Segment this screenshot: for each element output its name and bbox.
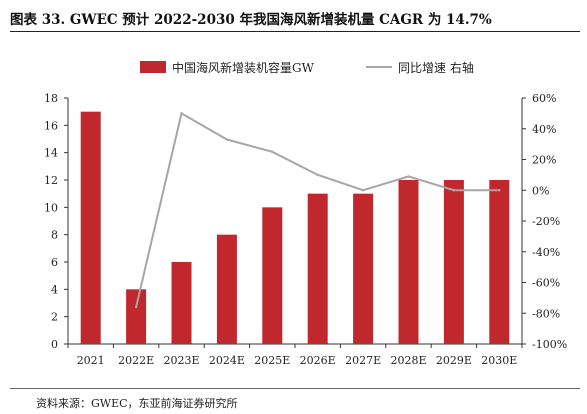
bar — [443, 180, 464, 344]
x-tick-label: 2023E — [163, 354, 199, 367]
bar — [398, 180, 419, 344]
left-tick-label: 2 — [51, 311, 58, 324]
legend-bar-swatch — [140, 61, 166, 73]
left-tick-label: 12 — [44, 174, 58, 187]
right-tick-label: -100% — [532, 338, 567, 351]
bar — [80, 111, 101, 345]
left-tick-label: 0 — [51, 338, 58, 351]
right-tick-label: 20% — [532, 154, 556, 167]
bar — [307, 193, 328, 344]
bar — [126, 289, 147, 344]
left-tick-label: 8 — [51, 229, 58, 242]
x-tick-label: 2025E — [254, 354, 290, 367]
right-tick-label: 40% — [532, 123, 556, 136]
x-tick-label: 2026E — [300, 354, 336, 367]
right-tick-label: -80% — [532, 307, 560, 320]
left-tick-label: 6 — [51, 256, 58, 269]
x-tick-label: 2028E — [390, 354, 426, 367]
line-point — [498, 189, 501, 192]
line-point — [134, 305, 138, 309]
right-tick-label: 60% — [532, 92, 556, 105]
line-point — [316, 173, 319, 177]
right-tick-label: 0% — [532, 184, 549, 197]
source-divider — [10, 388, 580, 389]
x-tick-label: 2027E — [345, 354, 381, 367]
axes: 0 2 4 6 8 10 12 14 16 18 -100% -80% -60% -40% -20% 0% 20… — [44, 92, 567, 367]
figure-title: 图表 33. GWEC 预计 2022-2030 年我国海风新增装机量 CAGR… — [10, 12, 492, 28]
x-tick-label: 2030E — [481, 354, 517, 367]
bar — [171, 262, 192, 344]
left-tick-label: 10 — [44, 201, 58, 214]
line-point — [361, 189, 365, 192]
line-point — [407, 175, 410, 178]
left-tick-label: 4 — [51, 283, 58, 296]
x-tick-label: 2024E — [209, 354, 245, 367]
left-tick-label: 16 — [44, 119, 58, 132]
title-underline — [10, 31, 580, 32]
x-tick-label: 2021 — [77, 354, 105, 367]
left-tick-label: 14 — [44, 147, 58, 160]
legend: 中国海风新增装机容量GW 同比增速 右轴 — [140, 60, 474, 75]
right-tick-label: -60% — [532, 277, 560, 290]
source-note: 资料来源：GWEC，东亚前海证券研究所 — [36, 397, 238, 410]
line-series — [134, 111, 501, 309]
bar — [489, 180, 510, 344]
x-tick-label: 2029E — [436, 354, 472, 367]
right-tick-label: -40% — [532, 246, 560, 259]
bar — [262, 207, 283, 344]
bar-series — [80, 111, 510, 345]
left-tick-label: 18 — [44, 92, 58, 105]
right-tick-label: -20% — [532, 215, 560, 228]
bar — [353, 193, 374, 344]
legend-bar-label: 中国海风新增装机容量GW — [172, 60, 315, 75]
line-point — [452, 189, 456, 192]
line-point — [271, 150, 274, 154]
line-point — [180, 112, 183, 115]
bar — [216, 234, 237, 344]
line-point — [225, 138, 229, 141]
legend-line-label: 同比增速 右轴 — [398, 60, 474, 75]
x-tick-label: 2022E — [118, 354, 154, 367]
